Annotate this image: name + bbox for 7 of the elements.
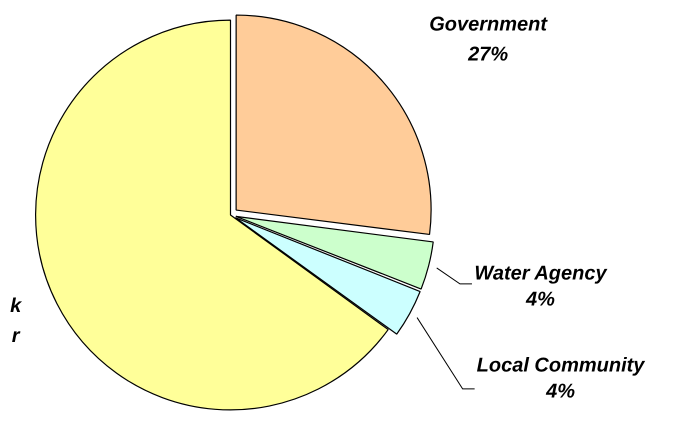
data-label: 4%: [525, 288, 556, 310]
data-label: 4%: [545, 380, 576, 402]
slice-label: Water Agency: [474, 262, 608, 284]
data-label: 27%: [467, 43, 508, 66]
slice-label: Local Community: [476, 354, 646, 376]
slice-label: Government: [429, 13, 548, 36]
slice-label: k r: [10, 295, 22, 348]
